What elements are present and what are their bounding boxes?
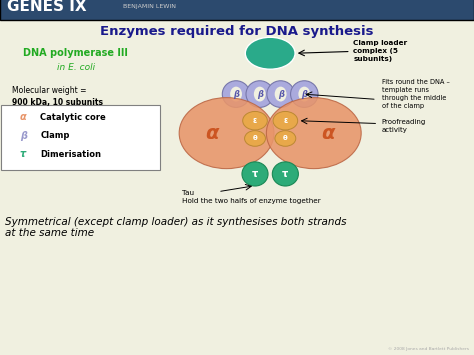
Ellipse shape: [222, 81, 250, 107]
Circle shape: [266, 98, 361, 169]
Text: ε: ε: [283, 116, 287, 125]
Ellipse shape: [230, 87, 242, 102]
Text: Clamp loader
complex (5
subunits): Clamp loader complex (5 subunits): [353, 40, 407, 62]
Text: GENES IX: GENES IX: [7, 0, 87, 14]
Text: β: β: [257, 89, 263, 99]
Circle shape: [245, 131, 265, 146]
Text: Proofreading
activity: Proofreading activity: [382, 119, 426, 133]
FancyBboxPatch shape: [1, 105, 160, 170]
Ellipse shape: [246, 37, 295, 69]
Ellipse shape: [246, 81, 273, 107]
Text: 900 kDa, 10 subunits: 900 kDa, 10 subunits: [12, 98, 103, 108]
Text: θ: θ: [253, 136, 257, 141]
Text: α: α: [206, 124, 219, 143]
Text: Clamp: Clamp: [40, 131, 70, 140]
Text: α: α: [321, 124, 335, 143]
Text: α: α: [20, 112, 27, 122]
Text: Symmetrical (except clamp loader) as it synthesises both strands
at the same tim: Symmetrical (except clamp loader) as it …: [5, 217, 346, 238]
Ellipse shape: [291, 81, 318, 107]
Text: τ: τ: [20, 149, 26, 159]
Ellipse shape: [274, 87, 286, 102]
Ellipse shape: [242, 162, 268, 186]
Ellipse shape: [254, 87, 266, 102]
Ellipse shape: [272, 162, 299, 186]
Text: BENJAMIN LEWIN: BENJAMIN LEWIN: [123, 4, 176, 9]
Text: τ: τ: [282, 169, 289, 179]
FancyBboxPatch shape: [0, 0, 474, 20]
Text: β: β: [301, 89, 307, 99]
Text: β: β: [278, 89, 283, 99]
Text: DNA polymerase III: DNA polymerase III: [23, 48, 128, 58]
Text: Molecular weight =: Molecular weight =: [12, 86, 86, 95]
Text: Fits round the DNA –
template runs
through the middle
of the clamp: Fits round the DNA – template runs throu…: [382, 79, 449, 109]
Text: Enzymes required for DNA synthesis: Enzymes required for DNA synthesis: [100, 26, 374, 38]
Text: Dimerisation: Dimerisation: [40, 149, 101, 159]
Text: © 2008 Jones and Bartlett Publishers: © 2008 Jones and Bartlett Publishers: [388, 348, 469, 351]
Circle shape: [275, 131, 296, 146]
Ellipse shape: [299, 87, 310, 102]
Text: θ: θ: [283, 136, 288, 141]
Ellipse shape: [267, 81, 294, 107]
Text: Catalytic core: Catalytic core: [40, 113, 106, 122]
Text: in E. coli: in E. coli: [57, 63, 95, 72]
Circle shape: [179, 98, 274, 169]
Text: τ: τ: [252, 169, 258, 179]
Circle shape: [273, 111, 298, 130]
Text: Tau
Hold the two halfs of enzyme together: Tau Hold the two halfs of enzyme togethe…: [182, 190, 321, 204]
Circle shape: [243, 111, 267, 130]
Text: β: β: [20, 131, 27, 141]
Text: β: β: [233, 89, 239, 99]
Text: ε: ε: [253, 116, 257, 125]
